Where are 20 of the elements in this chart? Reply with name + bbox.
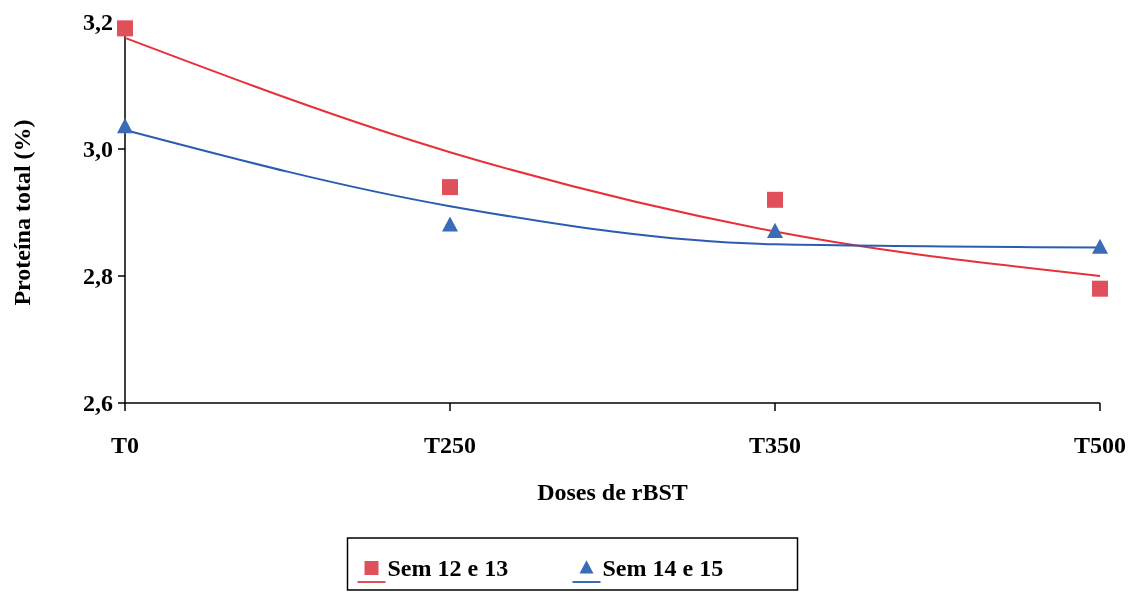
x-tick-label: T350 [748,432,802,458]
x-tick-label: T0 [110,432,140,458]
x-tick-label: T250 [423,432,477,458]
legend-label: Sem 12 e 13 [387,555,509,582]
y-tick-label: 3,0 [83,136,113,163]
point [117,117,133,134]
point [117,20,133,37]
x-axis-title: Doses de rBST [537,479,688,505]
y-axis-title: Proteína total (%) [9,119,35,306]
point [767,222,783,238]
legend-label: Sem 14 e 15 [602,555,724,582]
y-tick-label: 2,6 [83,390,113,417]
x-tick-label: T500 [1073,432,1127,458]
point [1092,238,1108,254]
point [442,216,458,232]
point [442,179,458,196]
y-tick-label: 3,2 [83,9,113,36]
point [1092,280,1108,297]
y-tick-label: 2,8 [83,263,113,290]
point [767,191,783,208]
